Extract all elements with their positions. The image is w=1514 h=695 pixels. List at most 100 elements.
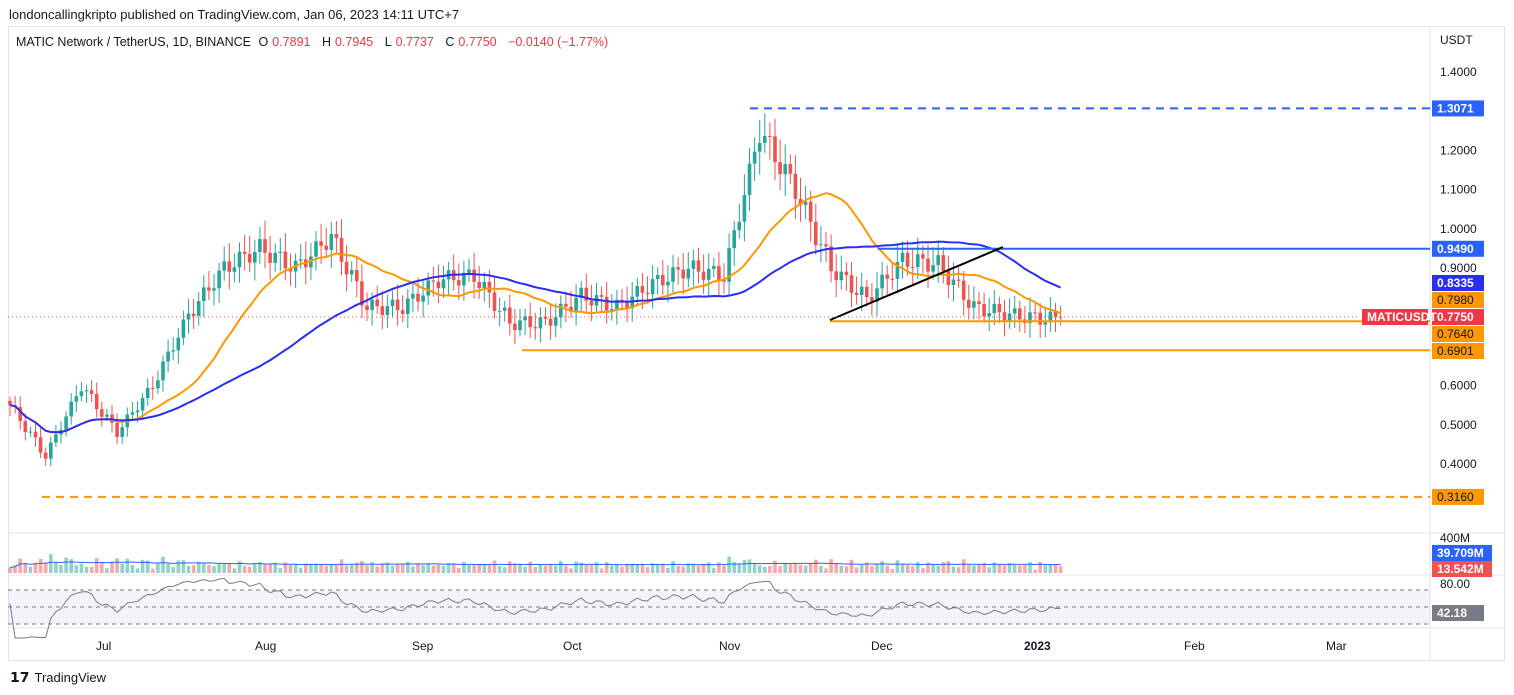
volume-bar <box>712 568 716 573</box>
candle-body <box>737 221 742 231</box>
volume-bar <box>890 569 895 573</box>
candle-body <box>961 280 966 300</box>
candle-body <box>426 280 430 296</box>
volume-bar <box>1023 565 1027 573</box>
candle-body <box>681 269 685 279</box>
volume-bar <box>1028 562 1032 573</box>
candle-body <box>457 280 461 286</box>
level-price-label-bg <box>1432 343 1484 359</box>
volume-bar <box>1033 569 1037 573</box>
volume-bar <box>829 559 833 573</box>
candle-body <box>227 261 232 272</box>
candle-body <box>1007 313 1012 322</box>
volume-bar <box>64 557 68 573</box>
last-price-label: 0.7750 <box>1437 310 1474 324</box>
ma-20-price-label-bg <box>1432 292 1484 308</box>
volume-bar <box>451 563 456 573</box>
volume-bar <box>487 565 492 573</box>
brand-name: TradingView <box>34 670 107 685</box>
candle-body <box>400 310 405 314</box>
candle-body <box>834 271 838 281</box>
volume-bar <box>599 568 604 573</box>
candle-body <box>844 271 849 276</box>
candle-body <box>508 307 512 324</box>
volume-bar <box>385 562 390 573</box>
volume-bar <box>161 556 165 573</box>
candle-body <box>701 271 706 280</box>
volume-bar <box>900 563 905 573</box>
volume-bar <box>1043 565 1048 573</box>
candle-body <box>314 241 318 257</box>
symbol-price-tag: MATICUSDT <box>1367 310 1437 324</box>
candle-body <box>936 255 940 266</box>
volume-bar <box>202 563 206 573</box>
volume-bar <box>395 563 400 573</box>
volume-bar <box>905 565 910 573</box>
volume-bar <box>579 562 583 573</box>
ma-20-line <box>9 192 1061 434</box>
volume-bar <box>293 564 298 573</box>
volume-bar <box>752 562 757 573</box>
level-price-label: 0.6901 <box>1437 344 1474 358</box>
volume-bar <box>783 563 787 573</box>
volume-bar <box>921 568 925 573</box>
candle-body <box>875 288 879 302</box>
x-tick-label: Feb <box>1184 639 1205 653</box>
volume-bar <box>273 562 277 573</box>
candle-body <box>528 316 532 328</box>
close-label: C <box>445 35 455 49</box>
candle-body <box>574 297 578 311</box>
volume-bar <box>936 565 940 573</box>
volume-bar <box>518 563 522 573</box>
volume-bar <box>314 563 318 573</box>
candle-body <box>23 421 28 433</box>
candle-body <box>1053 311 1058 317</box>
candle-body <box>8 400 12 406</box>
chart-frame[interactable] <box>8 26 1505 661</box>
volume-bar <box>870 565 874 573</box>
volume-bar <box>462 562 466 573</box>
volume-bar <box>69 559 73 573</box>
candle-body <box>247 253 252 263</box>
candle-body <box>237 251 242 268</box>
volume-bar <box>997 564 1002 573</box>
volume-bar <box>676 565 680 573</box>
candle-body <box>339 237 344 262</box>
candle-body <box>196 301 201 316</box>
volume-bar <box>961 559 966 573</box>
volume-bar <box>681 566 685 573</box>
volume-bar <box>497 566 502 573</box>
candle-body <box>120 427 124 437</box>
candle-body <box>54 434 58 443</box>
candle-body <box>650 279 655 295</box>
candle-body <box>946 270 951 286</box>
level-price-label-bg <box>1432 100 1484 117</box>
volume-bar <box>59 564 63 573</box>
volume-bar <box>706 562 711 573</box>
last-price-label-bg <box>1432 309 1484 325</box>
volume-bar <box>79 563 84 573</box>
candle-body <box>778 162 782 175</box>
volume-bar <box>559 560 563 573</box>
volume-bar <box>834 563 838 573</box>
candle-body <box>553 317 558 326</box>
candle-body <box>543 317 548 319</box>
volume-bar <box>839 565 844 573</box>
volume-bar <box>594 562 599 573</box>
candle-body <box>298 259 303 261</box>
candle-body <box>727 248 731 282</box>
volume-bar <box>207 564 211 573</box>
volume-bar <box>589 565 594 573</box>
candle-body <box>956 279 961 281</box>
volume-bar <box>54 562 58 573</box>
candle-body <box>615 299 619 310</box>
volume-bar <box>28 566 33 573</box>
candle-body <box>145 387 150 399</box>
candle-body <box>584 287 589 301</box>
candle-body <box>548 318 553 326</box>
volume-bar <box>625 563 629 573</box>
volume-bar <box>548 564 553 573</box>
candle-body <box>166 351 170 362</box>
